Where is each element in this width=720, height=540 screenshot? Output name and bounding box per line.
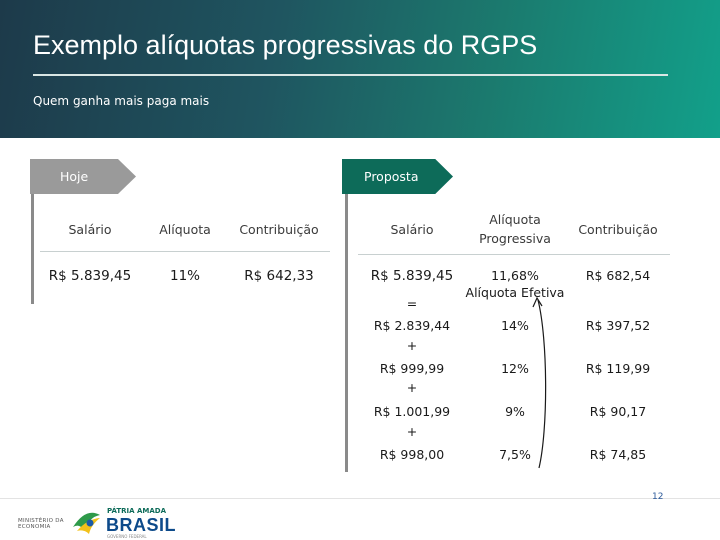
hoje-contribuicao: R$ 642,33 <box>244 268 314 284</box>
page-number: 12 <box>652 492 664 502</box>
title-divider <box>33 74 668 76</box>
proposta-total-contribuicao: R$ 682,54 <box>585 268 651 283</box>
tag-proposta: Proposta <box>342 159 453 194</box>
hoje-header-contribuicao: Contribuição <box>239 222 319 237</box>
proposta-row-aliquota: 14% <box>501 318 529 333</box>
hoje-salario: R$ 5.839,45 <box>48 268 132 284</box>
proposta-row-salario: R$ 999,99 <box>379 361 445 376</box>
proposta-header-aliquota-line1: Alíquota <box>489 212 541 227</box>
hoje-header-aliquota: Alíquota <box>159 222 211 237</box>
hoje-header-divider <box>40 251 330 252</box>
proposta-total-aliquota: 11,68% <box>491 268 539 283</box>
proposta-row-salario: R$ 998,00 <box>379 447 445 462</box>
page-title: Exemplo alíquotas progressivas do RGPS <box>33 30 538 60</box>
proposta-side-bar <box>345 194 348 472</box>
proposta-aliquota-efetiva-label: Alíquota Efetiva <box>465 285 565 300</box>
operator-plus: + <box>406 338 418 353</box>
governo-federal-text: GOVERNO FEDERAL <box>107 534 147 539</box>
proposta-row-aliquota: 7,5% <box>499 447 531 462</box>
ministerio-logo: MINISTÉRIO DA ECONOMIA <box>18 518 64 530</box>
proposta-header-salario: Salário <box>390 222 434 237</box>
brasil-flag-icon <box>73 512 100 534</box>
footer-divider <box>0 498 720 499</box>
proposta-row-salario: R$ 2.839,44 <box>373 318 451 333</box>
patria-amada-text: PÁTRIA AMADA <box>107 507 167 515</box>
tag-hoje: Hoje <box>30 159 136 194</box>
proposta-row-aliquota: 12% <box>501 361 529 376</box>
tag-hoje-label: Hoje <box>60 169 89 184</box>
brasil-wordmark: BRASIL <box>106 515 176 535</box>
proposta-header-divider <box>358 254 670 255</box>
title-banner: Exemplo alíquotas progressivas do RGPS Q… <box>0 0 720 138</box>
hoje-aliquota: 11% <box>169 268 200 284</box>
proposta-header-aliquota-line2: Progressiva <box>479 231 551 246</box>
proposta-header-contribuicao: Contribuição <box>578 222 658 237</box>
hoje-side-bar <box>31 194 34 304</box>
operator-equals: = <box>406 296 418 311</box>
page-subtitle: Quem ganha mais paga mais <box>33 94 210 108</box>
ministerio-line1: MINISTÉRIO DA <box>18 518 64 524</box>
proposta-row-salario: R$ 1.001,99 <box>373 404 451 419</box>
proposta-row-contribuicao: R$ 397,52 <box>585 318 651 333</box>
proposta-row-contribuicao: R$ 90,17 <box>589 404 647 419</box>
tag-proposta-label: Proposta <box>364 169 419 184</box>
proposta-row-contribuicao: R$ 119,99 <box>585 361 651 376</box>
proposta-row-contribuicao: R$ 74,85 <box>589 447 647 462</box>
operator-plus: + <box>406 380 418 395</box>
hoje-header-salario: Salário <box>68 222 112 237</box>
proposta-total-salario: R$ 5.839,45 <box>370 268 454 284</box>
ministerio-line2: ECONOMIA <box>18 524 51 530</box>
proposta-row-aliquota: 9% <box>505 404 525 419</box>
operator-plus: + <box>406 424 418 439</box>
